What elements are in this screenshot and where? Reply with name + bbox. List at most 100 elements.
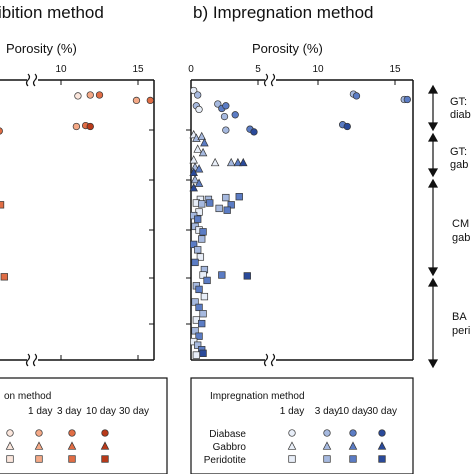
imbibition-point-peridotite [0, 201, 5, 209]
impregnation-point-peridotite [191, 327, 199, 335]
legend-left-day-10: 10 day [86, 406, 116, 417]
impregnation-point-diabase [194, 91, 202, 99]
zone-2-label-b: gab [450, 159, 468, 171]
legend-left-marker-peridotite [35, 455, 43, 463]
panel-a-tick-15: 15 [132, 64, 144, 75]
impregnation-point-peridotite [190, 240, 198, 249]
impregnation-point-peridotite [203, 276, 211, 285]
legend-rock-peridotite: Peridotite [204, 455, 247, 466]
impregnation-point-peridotite [199, 228, 207, 236]
panel-a-tick-10: 10 [55, 64, 67, 75]
impregnation-point-peridotite [206, 199, 214, 207]
impregnation-point-peridotite [199, 310, 207, 318]
legend-left-marker-peridotite [101, 455, 109, 463]
legend-left-marker-diabase [35, 429, 43, 437]
legend-left-box [0, 377, 168, 474]
legend-left-marker-peridotite [6, 455, 14, 463]
zone-4-label-a: BA [452, 311, 467, 323]
impregnation-point-gabbro [189, 167, 198, 177]
zone-2-label-a: GT: [450, 146, 467, 158]
impregnation-point-gabbro [226, 157, 236, 167]
impregnation-point-peridotite [195, 303, 203, 312]
imbibition-point-diabase [132, 96, 141, 105]
zone-4-label-b: peri [452, 325, 470, 337]
legend-left-marker-peridotite [68, 455, 76, 463]
panel-a-title: ibition method [0, 3, 104, 22]
legend-right-day-30: 30 day [367, 406, 397, 417]
imbibition-point-diabase [95, 91, 104, 99]
panel-b-tick-10: 10 [312, 64, 324, 75]
legend-right-marker-peridotite [288, 455, 296, 463]
impregnation-point-peridotite [195, 332, 203, 340]
panel-b-y-ticks [186, 80, 396, 325]
impregnation-point-peridotite [191, 258, 199, 267]
legend-right-marker-gabbro [322, 441, 332, 450]
legend-left-title: on method [4, 391, 51, 402]
impregnation-point-diabase [222, 102, 230, 110]
impregnation-point-gabbro [193, 144, 202, 153]
impregnation-point-peridotite [199, 271, 207, 279]
impregnation-point-diabase [231, 111, 239, 119]
legend-markers [5, 429, 387, 463]
impregnation-point-diabase [220, 112, 229, 121]
legend-left-day-3: 3 day [57, 406, 81, 417]
impregnation-point-peridotite [235, 193, 243, 201]
panel-b-tick-5: 5 [255, 64, 261, 75]
panel-b-title: b) Impregnation method [193, 3, 374, 22]
impregnation-point-diabase [222, 126, 230, 134]
imbibition-point-diabase [0, 127, 3, 135]
impregnation-point-gabbro [198, 147, 208, 157]
legend-right-day-3: 3 day [315, 406, 339, 417]
impregnation-point-peridotite [198, 200, 206, 208]
legend-rock-gabbro: Gabbro [213, 442, 247, 453]
legend-left-marker-gabbro [100, 441, 110, 450]
panel-a-break-bottom [25, 353, 38, 367]
imbibition-point-diabase [74, 92, 82, 100]
legend-left-marker-gabbro [34, 441, 44, 450]
legend-right-title-bg [206, 389, 316, 401]
impregnation-point-gabbro [189, 155, 198, 164]
legend-right-box [190, 377, 414, 474]
impregnation-point-peridotite [215, 204, 223, 213]
legend-left-marker-gabbro [5, 441, 15, 450]
impregnation-point-gabbro [194, 164, 204, 173]
panel-b-xlabel: Porosity (%) [252, 41, 323, 56]
impregnation-point-peridotite [191, 298, 199, 306]
legend-right-marker-diabase [378, 429, 386, 437]
legend-right-marker-gabbro [377, 441, 387, 450]
impregnation-point-peridotite [227, 201, 235, 209]
zone-1-label-a: GT: [450, 96, 467, 108]
impregnation-point-peridotite [198, 319, 206, 328]
panel-a-xlabel: Porosity (%) [6, 41, 77, 56]
impregnation-point-peridotite [196, 253, 205, 261]
legend-right-day-1: 1 day [280, 406, 304, 417]
legend-right-marker-peridotite [349, 455, 357, 463]
impregnation-point-diabase [343, 122, 351, 131]
imbibition-point-diabase [86, 122, 94, 131]
impregnation-point-peridotite [223, 206, 231, 214]
impregnation-point-gabbro [194, 178, 204, 187]
panel-b-break-bottom [263, 353, 276, 367]
impregnation-point-peridotite [195, 285, 203, 294]
impregnation-point-gabbro [233, 157, 243, 167]
impregnation-point-peridotite [192, 351, 201, 359]
zone-1-label-b: diab [450, 109, 471, 121]
panel-b-tick-15: 15 [389, 64, 401, 75]
imbibition-point-diabase [146, 96, 154, 105]
impregnation-point-diabase [250, 128, 258, 136]
impregnation-point-peridotite [194, 215, 202, 223]
imbibition-point-diabase [86, 91, 94, 99]
imbibition-point-diabase [72, 122, 81, 131]
imbibition-point-peridotite [0, 273, 8, 281]
impregnation-point-peridotite [243, 272, 251, 280]
panel-b-break-top [263, 73, 276, 87]
impregnation-point-diabase [403, 95, 411, 104]
panel-a-y-ticks [149, 129, 154, 325]
panel-a-frame [0, 79, 155, 361]
impregnation-point-gabbro [210, 157, 220, 167]
legend-left-day-1: 1 day [28, 406, 52, 417]
panel-b-frame [190, 79, 414, 361]
impregnation-point-gabbro [190, 174, 200, 184]
impregnation-point-peridotite [194, 341, 202, 349]
